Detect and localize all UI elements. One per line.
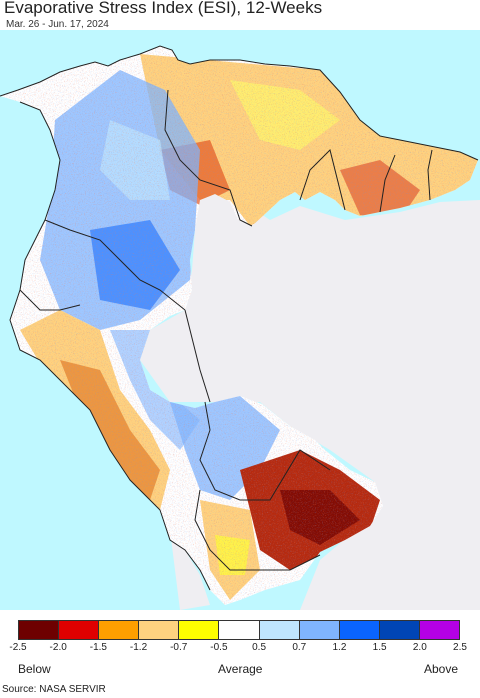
- map-title: Evaporative Stress Index (ESI), 12-Weeks: [4, 0, 323, 17]
- esi-map: [0, 30, 480, 610]
- country-borders: [0, 45, 479, 591]
- legend-tick-label: -2.0: [49, 642, 67, 653]
- legend-tick-label: 1.5: [372, 642, 387, 653]
- no-data-region: [140, 190, 480, 610]
- legend-tick-label: 0.7: [292, 642, 307, 653]
- legend-swatch: [99, 621, 140, 639]
- legend-tick-label: 2.0: [412, 642, 427, 653]
- legend-tick-label: 2.5: [453, 642, 467, 653]
- source-credit: Source: NASA SERVIR: [2, 684, 106, 695]
- legend-swatch: [179, 621, 220, 639]
- legend-swatch: [19, 621, 60, 639]
- legend-tick-label: 0.5: [252, 642, 267, 653]
- legend-above-label: Above: [423, 662, 458, 676]
- legend-swatch: [59, 621, 100, 639]
- legend-tick-label: -2.5: [9, 642, 27, 653]
- legend-below-label: Below: [18, 662, 51, 676]
- legend-tick-label: -1.2: [129, 642, 148, 653]
- legend-tick-label: -0.5: [210, 642, 228, 653]
- legend-tick-labels: -2.5 -2.0 -1.5 -1.2 -0.7 -0.5 0.5 0.7 1.2 1.5 2.0 2…: [9, 642, 467, 656]
- legend-swatch: [419, 621, 460, 639]
- legend-swatch: [259, 621, 300, 639]
- legend-tick-label: -0.7: [170, 642, 188, 653]
- legend-swatch: [339, 621, 380, 639]
- legend-swatch: [379, 621, 420, 639]
- legend-tick-label: -1.5: [89, 642, 107, 653]
- legend-swatch: [139, 621, 180, 639]
- legend-tick-label: 1.2: [332, 642, 347, 653]
- no-data-pacific-coast: [170, 530, 210, 610]
- legend-average-label: Average: [218, 662, 263, 676]
- legend-swatch: [219, 621, 260, 639]
- legend-swatch: [299, 621, 340, 639]
- map-date-range: Mar. 26 - Jun. 17, 2024: [6, 19, 109, 30]
- legend-color-bar: [18, 620, 460, 640]
